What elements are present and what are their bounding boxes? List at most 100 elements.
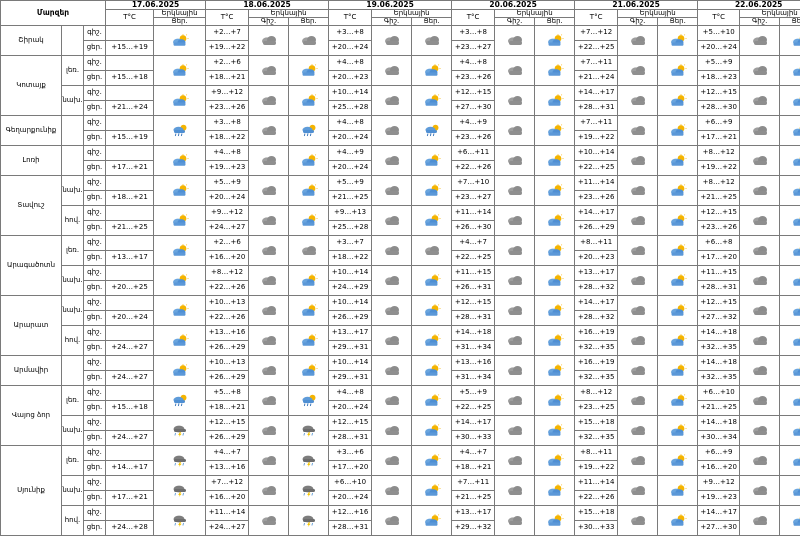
temperature-day-4: +12…+15 bbox=[452, 295, 495, 310]
partly-cloudy-icon bbox=[658, 325, 698, 355]
cloud-icon bbox=[372, 445, 412, 475]
cloud-icon bbox=[249, 415, 289, 445]
temperature-day-4: +13…+17 bbox=[452, 505, 495, 520]
temperature-day-4: +30…+33 bbox=[452, 430, 495, 445]
temperature-day-2: +22…+26 bbox=[206, 310, 249, 325]
temperature-day-1 bbox=[106, 55, 154, 70]
temperature-day-2: +22…+26 bbox=[206, 280, 249, 295]
partly-cloudy-icon bbox=[412, 175, 452, 205]
day-part-label: գիշ. bbox=[84, 505, 106, 520]
temperature-day-2: +16…+20 bbox=[206, 250, 249, 265]
partly-cloudy-icon bbox=[780, 295, 800, 325]
day-part-label: ցեր. bbox=[84, 100, 106, 115]
cloud-icon bbox=[249, 115, 289, 145]
temperature-day-6: +14…+18 bbox=[698, 325, 740, 340]
partly-cloudy-icon bbox=[658, 475, 698, 505]
sub-region-label: լեռ. bbox=[62, 385, 84, 415]
day-part-label: ցեր. bbox=[84, 400, 106, 415]
temperature-day-6: +28…+31 bbox=[698, 280, 740, 295]
temperature-day-5: +22…+25 bbox=[575, 40, 618, 55]
partly-cloudy-icon bbox=[535, 295, 575, 325]
temperature-day-1: +15…+19 bbox=[106, 130, 154, 145]
cloud-icon bbox=[249, 355, 289, 385]
temperature-day-1 bbox=[106, 505, 154, 520]
temperature-day-4: +13…+16 bbox=[452, 355, 495, 370]
cloud-icon bbox=[372, 265, 412, 295]
temperature-day-1: +24…+27 bbox=[106, 430, 154, 445]
sky-night-header: Գիշ. bbox=[495, 17, 535, 25]
temperature-day-6: +23…+26 bbox=[698, 220, 740, 235]
cloud-icon bbox=[495, 505, 535, 535]
temperature-day-4: +29…+32 bbox=[452, 520, 495, 535]
partly-cloudy-icon bbox=[658, 445, 698, 475]
day-part-label: ցեր. bbox=[84, 250, 106, 265]
temperature-day-1: +14…+17 bbox=[106, 460, 154, 475]
day-part-label: ցեր. bbox=[84, 310, 106, 325]
cloud-icon bbox=[249, 475, 289, 505]
temperature-day-3: +24…+29 bbox=[329, 280, 372, 295]
cloud-icon bbox=[249, 205, 289, 235]
temperature-day-1 bbox=[106, 235, 154, 250]
sub-region-label: հով. bbox=[62, 205, 84, 235]
day-part-label: գիշ. bbox=[84, 175, 106, 190]
temperature-day-1 bbox=[106, 25, 154, 40]
partly-cloudy-icon bbox=[780, 265, 800, 295]
temperature-day-2: +19…+23 bbox=[206, 160, 249, 175]
sky-night-header: Գիշ. bbox=[249, 17, 289, 25]
temperature-day-6: +6…+9 bbox=[698, 445, 740, 460]
partly-cloudy-icon bbox=[780, 145, 800, 175]
sub-region-label bbox=[62, 25, 84, 55]
temperature-day-2: +26…+29 bbox=[206, 370, 249, 385]
thunderstorm-rain-icon bbox=[289, 505, 329, 535]
cloud-icon bbox=[412, 235, 452, 265]
temperature-day-6: +16…+20 bbox=[698, 460, 740, 475]
temperature-day-5: +20…+23 bbox=[575, 250, 618, 265]
region-name: Արմավիր bbox=[1, 355, 62, 385]
cloud-icon bbox=[740, 475, 780, 505]
cloud-icon bbox=[740, 385, 780, 415]
temperature-day-3: +3…+6 bbox=[329, 445, 372, 460]
partly-cloudy-icon bbox=[658, 55, 698, 85]
regions-header: Մարզեր bbox=[1, 1, 106, 26]
temperature-day-6: +14…+17 bbox=[698, 505, 740, 520]
temperature-day-2: +10…+13 bbox=[206, 295, 249, 310]
cloud-icon bbox=[618, 445, 658, 475]
cloud-icon bbox=[495, 295, 535, 325]
sub-region-label: նախ. bbox=[62, 415, 84, 445]
partly-cloudy-icon bbox=[412, 295, 452, 325]
sky-day-header: Ցեր. bbox=[289, 17, 329, 25]
temperature-day-1: +20…+24 bbox=[106, 310, 154, 325]
temperature-day-2: +18…+22 bbox=[206, 130, 249, 145]
temperature-day-3: +6…+10 bbox=[329, 475, 372, 490]
temperature-day-3: +25…+28 bbox=[329, 100, 372, 115]
temperature-day-3: +20…+24 bbox=[329, 490, 372, 505]
partly-cloudy-icon bbox=[412, 85, 452, 115]
temperature-day-5: +19…+22 bbox=[575, 460, 618, 475]
temperature-day-2: +11…+14 bbox=[206, 505, 249, 520]
cloud-icon bbox=[740, 355, 780, 385]
temperature-day-2: +16…+20 bbox=[206, 490, 249, 505]
temperature-day-2: +24…+27 bbox=[206, 520, 249, 535]
temperature-day-4: +4…+9 bbox=[452, 115, 495, 130]
partly-cloudy-icon bbox=[289, 295, 329, 325]
partly-cloudy-icon bbox=[780, 55, 800, 85]
sky-day-header: Ցեր. bbox=[535, 17, 575, 25]
cloud-icon bbox=[249, 265, 289, 295]
partly-cloudy-icon bbox=[289, 325, 329, 355]
temperature-day-6: +20…+24 bbox=[698, 40, 740, 55]
partly-cloudy-icon bbox=[154, 235, 206, 265]
temperature-day-3: +10…+14 bbox=[329, 265, 372, 280]
temperature-day-2: +10…+13 bbox=[206, 355, 249, 370]
partly-cloudy-icon bbox=[412, 415, 452, 445]
temperature-day-3: +17…+20 bbox=[329, 460, 372, 475]
partly-cloudy-icon bbox=[535, 235, 575, 265]
cloud-icon bbox=[249, 175, 289, 205]
partly-cloudy-icon bbox=[535, 415, 575, 445]
cloud-icon bbox=[618, 505, 658, 535]
thunderstorm-rain-icon bbox=[289, 475, 329, 505]
temperature-day-3: +21…+25 bbox=[329, 190, 372, 205]
partly-cloudy-icon bbox=[154, 145, 206, 175]
region-name: Վայոց ձոր bbox=[1, 385, 62, 445]
temperature-day-5: +14…+17 bbox=[575, 205, 618, 220]
